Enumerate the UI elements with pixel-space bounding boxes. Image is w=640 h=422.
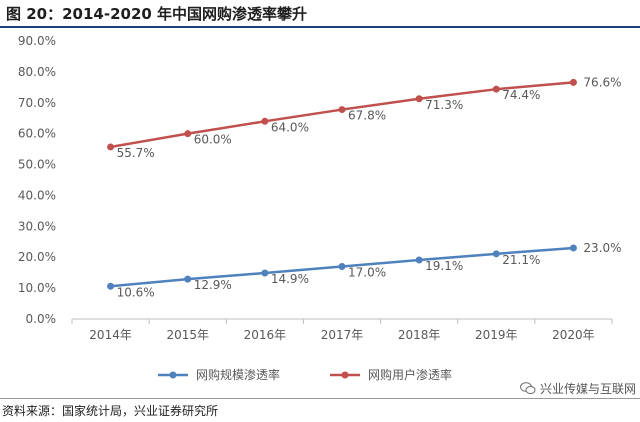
watermark-text: 兴业传媒与互联网 bbox=[539, 382, 636, 396]
data-label: 55.7% bbox=[117, 146, 155, 160]
x-tick-label: 2017年 bbox=[321, 328, 364, 342]
x-tick-label: 2014年 bbox=[89, 328, 132, 342]
y-tick-label: 80.0% bbox=[18, 65, 56, 79]
data-point bbox=[492, 250, 500, 258]
title-divider bbox=[0, 26, 640, 28]
wechat-icon bbox=[519, 382, 536, 395]
y-tick-label: 40.0% bbox=[18, 188, 56, 202]
data-point bbox=[107, 143, 115, 151]
data-point bbox=[338, 262, 346, 270]
data-point bbox=[569, 244, 577, 252]
source-note: 资料来源：国家统计局，兴业证券研究所 bbox=[2, 404, 219, 418]
data-point bbox=[338, 106, 346, 114]
data-point bbox=[415, 95, 423, 103]
page-title: 图 20：2014-2020 年中国网购渗透率攀升 bbox=[6, 5, 308, 23]
data-label: 71.3% bbox=[425, 98, 463, 112]
data-label: 12.9% bbox=[194, 278, 232, 292]
y-tick-label: 0.0% bbox=[26, 312, 57, 326]
data-label: 17.0% bbox=[348, 265, 386, 279]
data-point bbox=[569, 78, 577, 86]
legend-label: 网购规模渗透率 bbox=[196, 367, 280, 382]
data-point bbox=[261, 269, 269, 277]
data-label: 64.0% bbox=[271, 120, 309, 134]
watermark: 兴业传媒与互联网 bbox=[519, 380, 636, 397]
line-chart: 0.0% 10.0% 20.0% 30.0% 40.0% 50.0% 60.0% 70.0% 8… bbox=[18, 34, 622, 382]
legend-label: 网购用户渗透率 bbox=[368, 367, 452, 382]
data-label: 76.6% bbox=[583, 75, 621, 89]
data-label: 60.0% bbox=[194, 133, 232, 147]
data-label: 14.9% bbox=[271, 272, 309, 286]
data-label: 19.1% bbox=[425, 259, 463, 273]
x-tick-label: 2016年 bbox=[244, 328, 287, 342]
data-label: 23.0% bbox=[583, 241, 621, 255]
x-tick-label: 2020年 bbox=[552, 328, 595, 342]
y-tick-label: 10.0% bbox=[18, 281, 56, 295]
data-point bbox=[415, 256, 423, 264]
y-tick-label: 30.0% bbox=[18, 219, 56, 233]
data-point bbox=[184, 130, 192, 138]
data-label: 21.1% bbox=[502, 253, 540, 267]
y-tick-label: 50.0% bbox=[18, 158, 56, 172]
y-tick-label: 70.0% bbox=[18, 96, 56, 110]
data-label: 67.8% bbox=[348, 109, 386, 123]
x-tick-label: 2015年 bbox=[166, 328, 209, 342]
data-label: 74.4% bbox=[502, 88, 540, 102]
y-tick-label: 20.0% bbox=[18, 250, 56, 264]
data-point bbox=[261, 117, 269, 125]
data-point bbox=[492, 85, 500, 93]
data-point bbox=[184, 275, 192, 283]
y-tick-label: 60.0% bbox=[18, 127, 56, 141]
legend-swatch-marker bbox=[169, 371, 177, 379]
x-tick-label: 2019年 bbox=[475, 328, 518, 342]
x-tick-label: 2018年 bbox=[398, 328, 441, 342]
legend-swatch-marker bbox=[341, 371, 349, 379]
y-tick-label: 90.0% bbox=[18, 34, 56, 48]
data-label: 10.6% bbox=[117, 285, 155, 299]
data-point bbox=[107, 282, 115, 290]
footer-divider bbox=[0, 398, 640, 399]
